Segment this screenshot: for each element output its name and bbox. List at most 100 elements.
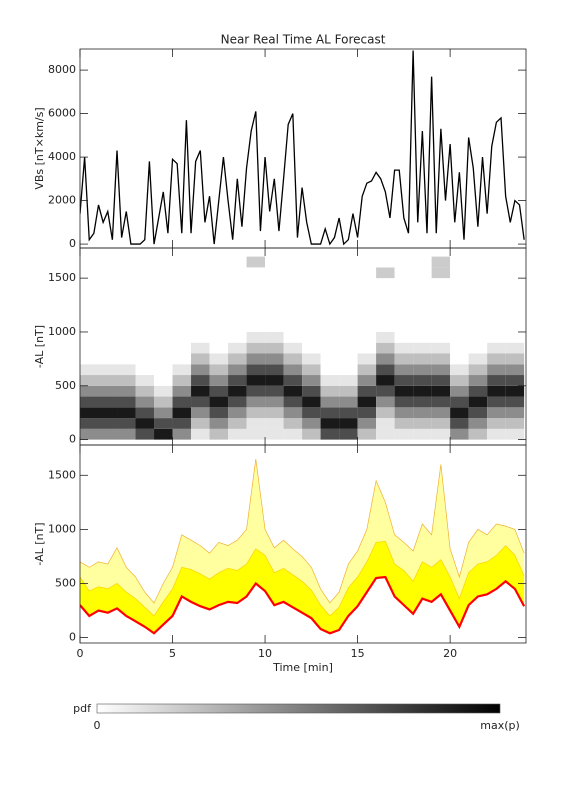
y-axis-label: -AL [nT] [33, 522, 46, 565]
heat-cell [265, 396, 284, 408]
heat-cell [117, 364, 136, 376]
heat-cell [172, 310, 192, 322]
y-tick-label: 500 [55, 379, 76, 392]
heat-cell [357, 396, 377, 408]
heat-cell [172, 428, 192, 440]
heat-cell [394, 375, 414, 386]
heat-cell [246, 331, 266, 343]
heat-cell [302, 353, 321, 365]
heat-cell [505, 407, 525, 419]
heat-cell [487, 353, 506, 365]
heat-cell [357, 375, 377, 386]
heat-cell [302, 321, 321, 332]
heat-cell [191, 299, 210, 311]
heat-cell [154, 364, 173, 376]
heat-cell [265, 375, 284, 386]
heat-cell [117, 321, 136, 332]
heat-cell [228, 353, 247, 365]
lower-line [80, 575, 526, 635]
heat-cell [320, 299, 340, 311]
heat-cell [98, 267, 118, 279]
heat-cell [487, 418, 506, 429]
heat-cell [172, 353, 192, 365]
heat-cell [172, 299, 192, 311]
heat-cell [394, 418, 414, 429]
heat-cell [98, 375, 118, 386]
heat-cell [172, 321, 192, 332]
heat-cell [394, 331, 414, 343]
heat-cell [283, 256, 303, 268]
heat-cell [468, 385, 488, 397]
heat-cell [302, 288, 321, 300]
heat-cell [246, 310, 266, 322]
heat-cell [228, 331, 247, 343]
heat-cell [413, 310, 432, 322]
heat-cell [98, 310, 118, 322]
heat-cell [228, 256, 247, 268]
heat-cell [265, 428, 284, 440]
heat-cell [320, 342, 340, 354]
heat-cell [450, 310, 469, 322]
heat-cell [80, 353, 99, 365]
heat-cell [376, 310, 395, 322]
heat-cell [228, 418, 247, 429]
heat-cell [357, 288, 377, 300]
heat-cell [431, 299, 451, 311]
band-edge [80, 540, 525, 617]
band-area [80, 541, 525, 634]
heat-cell [302, 364, 321, 376]
heat-cell [283, 385, 303, 397]
heat-cell [357, 385, 377, 397]
heat-cell [302, 385, 321, 397]
heat-cell [431, 418, 451, 429]
heat-cell [283, 321, 303, 332]
heat-cell [98, 342, 118, 354]
heat-cell [209, 310, 229, 322]
heat-cell [154, 278, 173, 289]
heat-cell [228, 364, 247, 376]
heat-cell [487, 267, 506, 279]
heat-cell [450, 331, 469, 343]
heat-cell [135, 428, 155, 440]
heat-cell [431, 385, 451, 397]
heat-cell [246, 299, 266, 311]
heat-cell [450, 396, 469, 408]
heat-cell [376, 396, 395, 408]
heat-cell [487, 385, 506, 397]
heat-cell [413, 428, 432, 440]
heat-cell [413, 321, 432, 332]
y-tick-label: 500 [55, 576, 76, 589]
x-axis-label: Time [min] [272, 661, 333, 674]
heat-cell [209, 267, 229, 279]
heat-cell [117, 385, 136, 397]
plot-frame [79, 444, 527, 644]
heat-cell [246, 418, 266, 429]
heat-cell [228, 288, 247, 300]
colorbar-tick: 0 [94, 719, 101, 732]
heat-cell [505, 299, 525, 311]
heat-cell [98, 278, 118, 289]
heat-cell [320, 364, 340, 376]
heat-cell [283, 396, 303, 408]
heat-cell [320, 407, 340, 419]
heat-cell [117, 256, 136, 268]
heat-cell [209, 428, 229, 440]
heat-cell [228, 299, 247, 311]
heat-cell [80, 385, 99, 397]
x-tick-label: 5 [169, 647, 176, 660]
heat-cell [154, 418, 173, 429]
heat-cell [376, 375, 395, 386]
heat-cell [98, 321, 118, 332]
heat-cell [487, 331, 506, 343]
heat-cell [209, 364, 229, 376]
y-tick-label: 1000 [48, 325, 76, 338]
heat-cell [209, 278, 229, 289]
heat-cell [394, 385, 414, 397]
heat-cell [283, 288, 303, 300]
heat-cell [468, 321, 488, 332]
heat-cell [394, 353, 414, 365]
heat-cell [228, 375, 247, 386]
heat-cell [154, 396, 173, 408]
heat-cell [431, 310, 451, 322]
heat-cell [487, 428, 506, 440]
